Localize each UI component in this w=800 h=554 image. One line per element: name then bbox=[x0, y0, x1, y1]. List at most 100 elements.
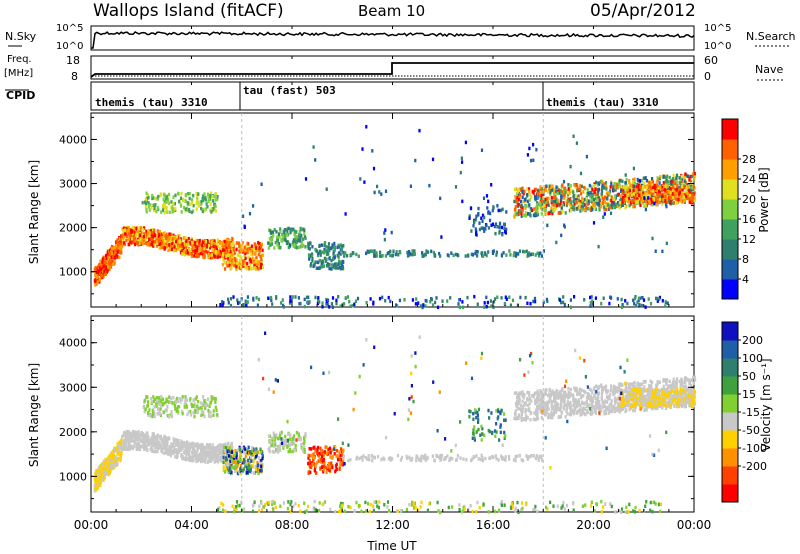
scatter-cell bbox=[244, 266, 247, 270]
scatter-cell bbox=[120, 237, 123, 241]
scatter-cell bbox=[483, 305, 486, 309]
scatter-cell bbox=[496, 295, 499, 299]
scatter-cell bbox=[284, 238, 287, 243]
scatter-cell bbox=[206, 192, 210, 197]
scatter-cell bbox=[330, 263, 334, 267]
scatter-cell bbox=[108, 453, 111, 458]
scatter-cell bbox=[634, 200, 637, 204]
scatter-cell bbox=[628, 179, 631, 183]
scatter-cell bbox=[102, 264, 105, 269]
scatter-cell bbox=[593, 190, 596, 194]
scatter-cell bbox=[336, 245, 339, 250]
scatter-cell bbox=[119, 443, 122, 447]
scatter-cell bbox=[184, 447, 187, 451]
scatter-cell bbox=[303, 228, 306, 232]
scatter-cell bbox=[174, 450, 177, 454]
scatter-cell bbox=[178, 404, 181, 409]
colorbar-tick-label: 8 bbox=[742, 253, 749, 266]
scatter-cell bbox=[535, 205, 538, 210]
scatter-cell bbox=[508, 295, 511, 299]
scatter-cell bbox=[271, 302, 274, 306]
scatter-cell bbox=[245, 460, 248, 464]
scatter-cell bbox=[288, 447, 291, 452]
scatter-cell bbox=[339, 304, 342, 308]
scatter-cell bbox=[232, 248, 235, 252]
scatter-cell bbox=[166, 232, 169, 237]
scatter-cell bbox=[681, 185, 684, 189]
scatter-cell bbox=[589, 300, 592, 305]
scatter-cell bbox=[594, 187, 597, 191]
scatter-cell bbox=[235, 465, 238, 470]
scatter-cell bbox=[135, 446, 138, 450]
scatter-cell bbox=[424, 304, 427, 308]
scatter-cell bbox=[302, 243, 305, 248]
scatter-cell bbox=[160, 395, 163, 399]
scatter-cell bbox=[180, 453, 183, 457]
scatter-cell bbox=[628, 196, 631, 201]
scatter-cell bbox=[474, 217, 477, 222]
scatter-cell bbox=[172, 195, 175, 199]
scatter-cell bbox=[135, 241, 139, 246]
scatter-cell bbox=[644, 305, 647, 309]
scatter-cell bbox=[99, 477, 102, 481]
scatter-cell bbox=[559, 201, 562, 206]
scatter-cell bbox=[528, 193, 531, 197]
scatter-cell bbox=[233, 465, 236, 469]
scatter-cell bbox=[302, 436, 306, 441]
scatter-cell bbox=[294, 236, 297, 241]
scatter-cell bbox=[311, 257, 314, 261]
scatter-cell bbox=[328, 266, 331, 271]
scatter-cell bbox=[251, 246, 254, 250]
scatter-cell bbox=[145, 210, 148, 214]
scatter-cell bbox=[587, 199, 590, 203]
scatter-cell bbox=[199, 251, 202, 256]
scatter-cell bbox=[671, 188, 674, 192]
scatter-cell bbox=[181, 395, 184, 399]
scatter-cell bbox=[226, 463, 230, 467]
scatter-cell bbox=[567, 199, 570, 203]
scatter-cell bbox=[603, 200, 606, 205]
scatter-cell bbox=[489, 299, 492, 303]
scatter-cell bbox=[589, 304, 592, 308]
scatter-cell bbox=[242, 264, 245, 268]
scatter-cell bbox=[156, 412, 159, 416]
scatter-cell bbox=[670, 179, 673, 183]
scatter-cell bbox=[320, 261, 323, 265]
scatter-cell bbox=[199, 250, 202, 254]
scatter-cell bbox=[214, 204, 217, 208]
scatter-cell bbox=[190, 252, 193, 257]
scatter-cell bbox=[249, 455, 253, 459]
scatter-cell bbox=[545, 200, 548, 204]
scatter-cell bbox=[484, 252, 487, 256]
scatter-cell bbox=[304, 236, 307, 241]
scatter-cell bbox=[226, 460, 229, 465]
scatter-cell bbox=[151, 439, 154, 443]
scatter-cell bbox=[217, 455, 220, 459]
scatter-cell bbox=[181, 409, 184, 414]
scatter-cell bbox=[118, 245, 121, 249]
scatter-cell bbox=[337, 251, 340, 255]
scatter-cell bbox=[534, 253, 537, 257]
nave-label: Nave bbox=[755, 63, 783, 76]
scatter-cell bbox=[194, 444, 197, 448]
scatter-cell bbox=[156, 241, 159, 246]
scatter-cell bbox=[128, 236, 131, 240]
scatter-cell bbox=[544, 212, 547, 216]
scatter-cell bbox=[325, 257, 328, 261]
scatter-cell bbox=[168, 235, 171, 239]
scatter-cell bbox=[184, 250, 187, 254]
scatter-cell bbox=[154, 196, 157, 201]
scatter-cell bbox=[273, 434, 276, 438]
scatter-cell bbox=[633, 296, 636, 301]
scatter-cell bbox=[372, 302, 375, 306]
scatter-cell bbox=[162, 197, 165, 201]
scatter-cell bbox=[219, 451, 222, 455]
scatter-cell bbox=[586, 202, 589, 207]
scatter-cell bbox=[670, 182, 674, 186]
scatter-cell bbox=[522, 213, 526, 218]
scatter-cell bbox=[625, 178, 628, 182]
scatter-cell bbox=[339, 243, 342, 247]
scatter-cell bbox=[526, 212, 530, 216]
scatter-cell bbox=[132, 225, 135, 230]
scatter-cell bbox=[192, 209, 195, 213]
